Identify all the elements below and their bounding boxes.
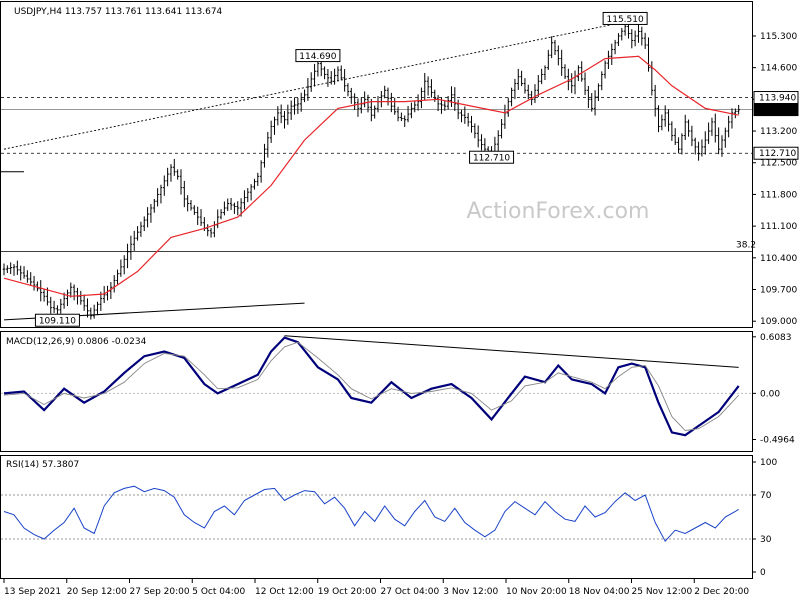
price-annotation: 112.710 <box>469 150 515 164</box>
annotation-box <box>602 11 648 25</box>
x-tick-label: 2 Dec 20:00 <box>694 587 749 597</box>
price-y-tick-label: 111.100 <box>760 222 797 232</box>
macd-y-tick-label: -0.4964 <box>760 436 795 446</box>
price-panel-title: USDJPY,H4 113.757 113.761 113.641 113.67… <box>14 7 223 17</box>
annotation-label: 109.110 <box>39 317 76 327</box>
macd-y-tick-label: 0.6083 <box>760 333 792 343</box>
x-tick-label: 27 Sep 20:00 <box>130 587 190 597</box>
price-level-box <box>753 146 799 160</box>
moving-average-line <box>3 55 739 297</box>
price-level-marker: 113.940 <box>753 91 799 105</box>
x-tick-label: 5 Oct 04:00 <box>192 587 245 597</box>
annotation-label: 115.510 <box>607 15 644 25</box>
price-annotation: 109.110 <box>34 313 80 327</box>
macd-series-macd <box>3 336 740 437</box>
x-tick-label: 25 Nov 12:00 <box>632 587 693 597</box>
price-level-label: 112.710 <box>759 149 796 159</box>
x-tick-label: 19 Oct 20:00 <box>318 587 377 597</box>
rsi-y-tick-label: 70 <box>760 491 772 501</box>
macd-panel <box>0 331 753 452</box>
macd-y-tick-label: 0.00 <box>760 389 780 399</box>
price-level-label: 113.940 <box>759 94 796 104</box>
annotation-label: 114.690 <box>299 52 336 62</box>
macd-series-signal <box>3 341 740 431</box>
rsi-series-line <box>3 485 739 543</box>
x-tick-label: 10 Nov 20:00 <box>506 587 567 597</box>
fib-level-label: 38.2 <box>736 240 756 250</box>
price-annotation: 115.510 <box>602 11 648 25</box>
price-y-tick-label: 113.200 <box>760 127 797 137</box>
price-level-marker: 113.674 <box>753 103 799 117</box>
price-y-tick-label: 114.600 <box>760 64 797 74</box>
rsi-y-tick-label: 30 <box>760 535 772 545</box>
rsi-y-tick-label: 100 <box>760 458 777 468</box>
watermark: ActionForex.com <box>467 199 650 224</box>
annotation-box <box>469 150 515 164</box>
rsi-y-tick-label: 0 <box>760 568 766 578</box>
x-tick-label: 18 Nov 04:00 <box>569 587 630 597</box>
annotation-box <box>34 313 80 327</box>
price-panel <box>0 1 753 328</box>
price-y-tick-label: 111.800 <box>760 190 797 200</box>
price-level-marker: 112.710 <box>753 146 799 160</box>
rsi-panel-title: RSI(14) 57.3807 <box>6 460 79 470</box>
price-y-tick-label: 109.700 <box>760 286 797 296</box>
x-tick-label: 3 Nov 12:00 <box>443 587 498 597</box>
price-y-tick-label: 115.300 <box>760 32 797 42</box>
price-y-tick-label: 110.400 <box>760 254 797 264</box>
price-annotation: 114.690 <box>295 49 341 63</box>
price-level-label: 113.674 <box>759 106 796 116</box>
x-tick-label: 13 Sep 2021 <box>4 587 61 597</box>
macd-panel-title: MACD(12,26,9) 0.0806 -0.0234 <box>6 337 147 347</box>
price-y-tick-label: 112.500 <box>760 159 797 169</box>
rsi-panel <box>0 455 753 579</box>
annotation-label: 112.710 <box>473 154 510 164</box>
x-tick-label: 12 Oct 12:00 <box>255 587 314 597</box>
price-y-tick-label: 109.000 <box>760 317 797 327</box>
x-tick-label: 27 Oct 04:00 <box>381 587 440 597</box>
annotation-box <box>295 49 341 63</box>
price-level-box <box>753 103 799 117</box>
x-tick-label: 20 Sep 12:00 <box>67 587 127 597</box>
macd-trendline <box>284 335 739 368</box>
